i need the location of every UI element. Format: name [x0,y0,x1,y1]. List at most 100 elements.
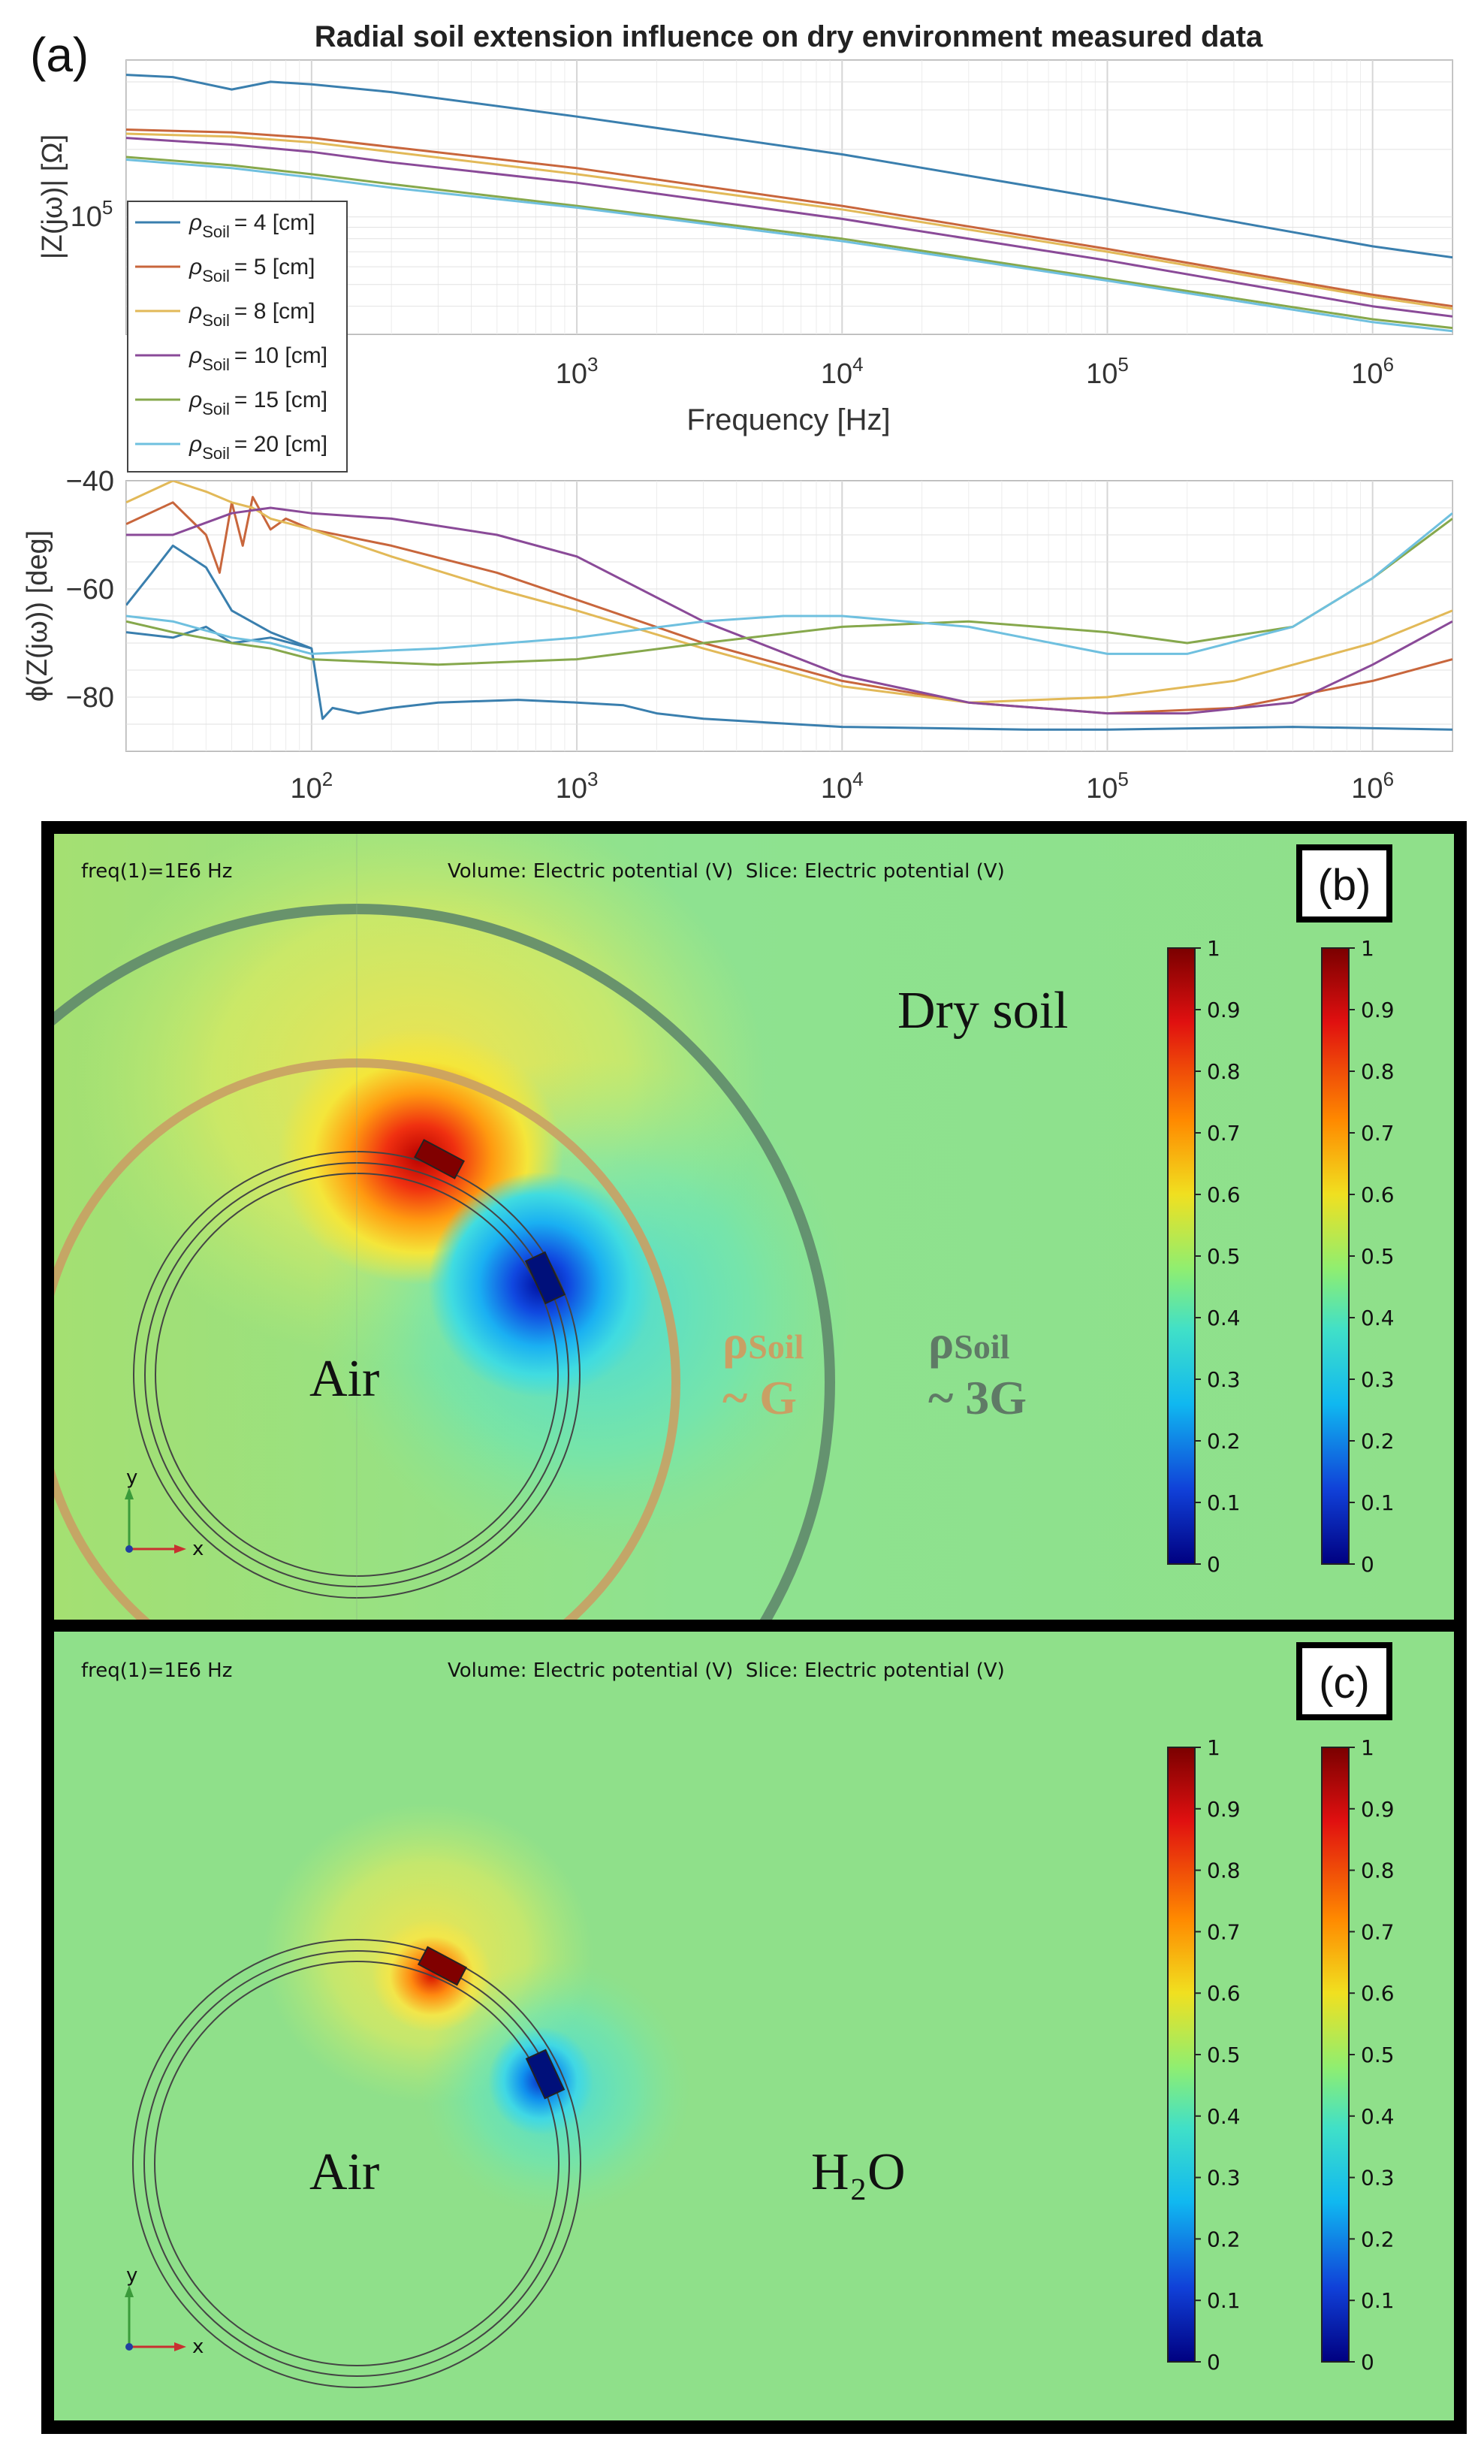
magnitude-series [126,74,1452,333]
panel-c-label-box [1296,1642,1392,1720]
panel-b: freq(1)=1E6 Hz Volume: Electric potentia… [41,821,1467,1632]
colorbars-b: 1 0.9 0.8 0.7 0.6 0.5 0.4 0.3 0.2 0.1 0 1 0.9 0.8 0.7 0… [1167,936,1395,1577]
colorbar-tick-label: 0.4 [1361,2104,1395,2129]
freq-label-c: freq(1)=1E6 Hz [81,1659,232,1682]
colorbar [1167,1747,1196,2363]
colorbar-tick-label: 1 [1207,1735,1220,1760]
electrode-negative-c [525,2049,566,2100]
legend-entry: ρSoil = 15 [cm] [189,388,327,418]
colorbar-tick-label: 1 [1207,936,1220,961]
phase-x-tick-label: 106 [1351,768,1394,805]
region-water: H₂O [811,2143,906,2201]
colorbar-tick-label: 0.1 [1361,2288,1395,2313]
phase-y-tick-label: −40 [66,466,114,497]
sensor-ring-inner-c [154,1961,560,2366]
svg-text:x: x [192,1538,204,1560]
panel-c-label: (c) [1319,1659,1370,1708]
colorbar-tick-label: 0.5 [1207,2043,1241,2067]
phase-y-label: ϕ(Z(jω)) [deg] [22,530,53,702]
freq-label: freq(1)=1E6 Hz [81,860,232,883]
electrode-positive-c [417,1946,468,1986]
svg-text:y: y [126,2264,137,2287]
colorbar-tick-label: 0.2 [1361,2227,1395,2251]
phase-x-tick-label: 105 [1086,768,1129,805]
rho-inner-value: ~ G [722,1371,797,1424]
panel-a: (a) Radial soil extension influence on d… [22,20,1453,805]
legend-entry: ρSoil = 8 [cm] [189,299,315,330]
colorbar-tick-label: 0.1 [1361,1490,1395,1515]
colorbar-tick-label: 0.3 [1361,2166,1395,2191]
colorbar-tick-label: 0.4 [1361,1306,1395,1330]
rho-outer-value: ~ 3G [928,1371,1027,1424]
axis-triad-b: y x [125,1466,204,1560]
colorbar-tick-label: 0.9 [1207,1797,1241,1822]
magnitude-y-label: |Z(jω)| [Ω] [37,134,68,259]
legend-entry: ρSoil = 20 [cm] [189,432,327,463]
colorbars-c: 1 0.9 0.8 0.7 0.6 0.5 0.4 0.3 0.2 0.1 0 1 0.9 0.8 0.7 0… [1167,1735,1395,2375]
phase-series [126,481,1452,731]
legend-entry: ρSoil = 4 [cm] [189,210,315,241]
axis-triad-c: y x [125,2264,204,2358]
colorbar-tick-label: 0.7 [1361,1121,1395,1146]
colorbar-tick-label: 0.6 [1207,1981,1241,2006]
colorbar-tick-label: 0.3 [1207,2166,1241,2191]
magnitude-x-tick-label: 103 [556,353,599,390]
magnitude-x-ticks: 103 104 105 106 [556,353,1394,390]
legend-entry: ρSoil = 10 [cm] [189,343,327,374]
colorbar-tick-label: 0.5 [1361,2043,1395,2067]
colorbar-tick-label: 0.9 [1361,1797,1395,1822]
phase-y-ticks: −40 −60 −80 [66,466,114,714]
colorbar-tick-label: 0.8 [1361,1059,1395,1084]
phase-x-tick-label: 103 [556,768,599,805]
region-dry-soil: Dry soil [897,982,1069,1040]
series-line [126,156,1452,330]
colorbar-tick-label: 1 [1361,936,1374,961]
header-text-c: Volume: Electric potential (V) Slice: El… [448,1659,1005,1682]
colorbar-tick-label: 0.6 [1361,1182,1395,1207]
magnitude-x-tick-label: 106 [1351,353,1394,390]
rho-outer: ρSoil [928,1315,1009,1369]
colorbar-tick-label: 0.7 [1207,1919,1241,1944]
colorbar-tick-label: 0.5 [1207,1244,1241,1269]
colorbar-tick-label: 0.3 [1207,1367,1241,1392]
electrode-negative [524,1251,566,1305]
panel-a-label: (a) [30,28,89,82]
magnitude-y-ticks: 105 [71,196,113,233]
colorbar-tick-label: 0 [1207,2350,1220,2375]
series-line [126,137,1452,318]
svg-text:y: y [126,1466,137,1489]
colorbar-tick-label: 0.3 [1361,1367,1395,1392]
colorbar [1321,947,1350,1565]
colorbar-tick-label: 0.9 [1207,998,1241,1022]
colorbar-tick-label: 0.7 [1207,1121,1241,1146]
colorbar-tick-label: 0 [1361,2350,1374,2375]
phase-x-ticks: 102 103 104 105 106 [291,768,1395,805]
colorbar-tick-label: 0.6 [1361,1981,1395,2006]
colorbar-tick-label: 0.4 [1207,1306,1241,1330]
svg-text:x: x [192,2336,204,2358]
colorbar-tick-label: 0.2 [1361,1429,1395,1454]
colorbar-tick-label: 0.8 [1361,1859,1395,1883]
series-line [126,481,1452,704]
colorbar-tick-label: 0 [1207,1552,1220,1577]
colorbar-tick-label: 0.2 [1207,2227,1241,2251]
series-line [126,74,1452,259]
colorbar-tick-label: 0.8 [1207,1859,1241,1883]
phase-x-tick-label: 102 [291,768,333,805]
colorbar-tick-label: 0.1 [1207,1490,1241,1515]
colorbar-tick-label: 0.9 [1361,998,1395,1022]
chart-title: Radial soil extension influence on dry e… [315,20,1263,53]
magnitude-x-tick-label: 105 [1086,353,1129,390]
magnitude-x-tick-label: 104 [821,353,864,390]
colorbar-tick-label: 0.5 [1361,1244,1395,1269]
water-field [54,1632,1454,2420]
series-line [126,132,1452,310]
colorbar-tick-label: 0.8 [1207,1059,1241,1084]
series-line [126,506,1452,715]
colorbar [1167,947,1196,1565]
series-line [126,128,1452,308]
region-air: Air [309,1350,379,1408]
colorbar-tick-label: 0 [1361,1552,1374,1577]
phase-x-tick-label: 104 [821,768,864,805]
series-line [126,544,1452,731]
